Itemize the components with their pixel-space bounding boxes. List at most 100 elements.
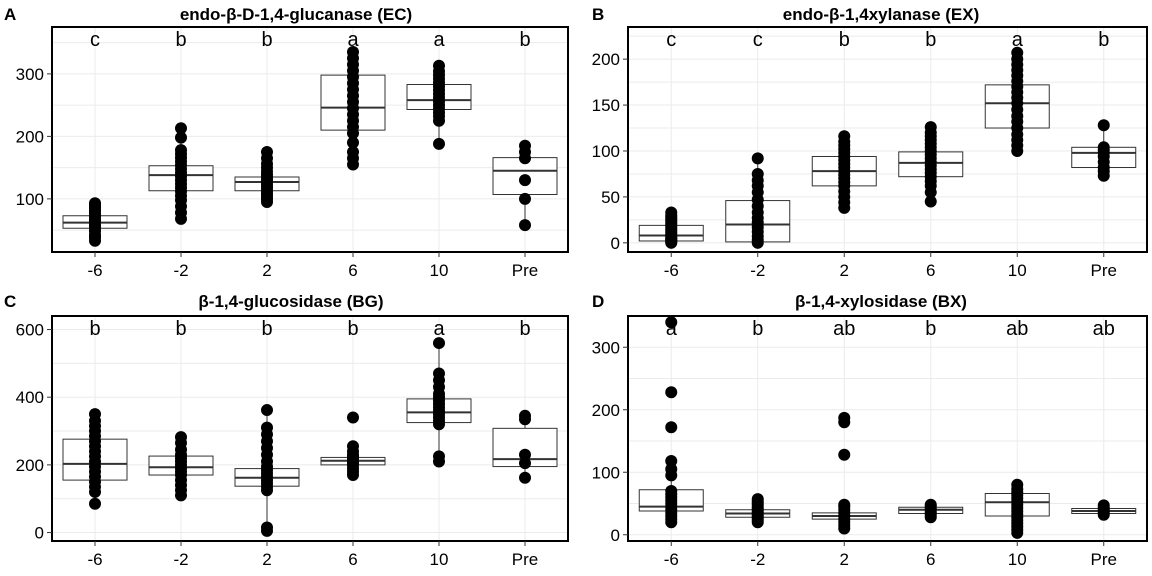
x-tick-label: Pre: [1091, 261, 1117, 280]
x-tick-label: 2: [840, 550, 849, 569]
data-point: [751, 152, 764, 165]
panel-letter: D: [592, 292, 604, 311]
x-tick-label: 10: [1008, 261, 1027, 280]
y-tick-label: 100: [16, 190, 44, 209]
data-point: [175, 131, 187, 144]
data-point: [924, 195, 937, 208]
y-tick-label: 300: [592, 338, 620, 357]
data-point: [347, 46, 359, 58]
y-tick-label: 200: [16, 127, 44, 146]
significance-letter: b: [175, 318, 186, 340]
significance-letter: b: [519, 29, 530, 51]
data-point: [1097, 499, 1110, 512]
data-point: [175, 431, 187, 444]
data-point: [665, 485, 678, 497]
y-tick-label: 0: [35, 524, 44, 543]
significance-letter: c: [666, 29, 676, 51]
y-tick-label: 300: [16, 65, 44, 84]
data-point: [89, 197, 101, 210]
y-tick-label: 200: [592, 50, 620, 69]
x-tick-label: -6: [664, 550, 679, 569]
panel-title: endo-β-D-1,4-glucanase (EC): [180, 5, 412, 24]
panel-title: β-1,4-glucosidase (BG): [198, 292, 383, 311]
significance-letter: a: [433, 318, 445, 340]
significance-letter: b: [925, 29, 936, 51]
panel-c: b b b b a b 0 200 400 600 -6 -2 2 6 10 Pre β-1,4-glucosi…: [4, 292, 569, 569]
y-tick-label: 200: [592, 401, 620, 420]
y-tick-label: 400: [16, 388, 44, 407]
y-tick-label: 0: [611, 234, 620, 253]
data-point: [665, 455, 678, 467]
panel-title: β-1,4-xylosidase (BX): [795, 292, 967, 311]
significance-letter: b: [1098, 29, 1109, 51]
data-point: [924, 498, 937, 511]
significance-letter: c: [90, 29, 100, 51]
data-point: [519, 457, 531, 470]
x-tick-label: Pre: [512, 261, 538, 280]
data-point: [838, 130, 851, 143]
data-point: [175, 144, 187, 157]
data-point: [89, 497, 101, 510]
data-point: [519, 174, 531, 187]
significance-letter: a: [347, 29, 359, 51]
significance-letter: b: [261, 29, 272, 51]
x-tick-label: Pre: [1091, 550, 1117, 569]
data-point: [519, 192, 531, 205]
data-point: [433, 337, 445, 350]
y-tick-label: 600: [16, 321, 44, 340]
x-tick-label: 2: [840, 261, 849, 280]
x-tick-label: 6: [926, 550, 935, 569]
y-tick-label: 200: [16, 456, 44, 475]
data-point: [665, 386, 678, 399]
significance-letter: c: [753, 29, 763, 51]
significance-letter: b: [347, 318, 358, 340]
data-point: [838, 411, 851, 424]
x-tick-label: 6: [926, 261, 935, 280]
data-point: [665, 206, 678, 219]
x-tick-label: 10: [1008, 550, 1027, 569]
x-tick-label: 10: [430, 261, 449, 280]
data-point: [261, 521, 273, 534]
data-point: [751, 167, 764, 180]
significance-letter: a: [666, 318, 678, 340]
panel-border: [51, 315, 569, 542]
data-point: [519, 471, 531, 484]
panel-title: endo-β-1,4xylanase (EX): [783, 5, 980, 24]
data-point: [347, 146, 359, 158]
significance-letter: ab: [1006, 318, 1028, 340]
data-point: [261, 404, 273, 417]
x-tick-label: -6: [87, 261, 102, 280]
significance-letter: a: [1012, 29, 1024, 51]
data-point: [519, 409, 531, 422]
y-tick-label: 100: [592, 142, 620, 161]
data-point: [347, 440, 359, 453]
significance-letter: b: [839, 29, 850, 51]
data-point: [261, 146, 273, 158]
data-point: [519, 139, 531, 152]
panel-letter: C: [4, 292, 16, 311]
x-tick-label: -6: [664, 261, 679, 280]
data-point: [1097, 119, 1110, 132]
data-point: [175, 122, 187, 135]
data-point: [665, 421, 678, 434]
panel-border: [627, 26, 1148, 253]
x-tick-label: -2: [750, 261, 765, 280]
data-point: [665, 316, 678, 329]
panel-letter: A: [4, 5, 16, 24]
data-point: [261, 421, 273, 434]
data-point: [347, 136, 359, 149]
data-point: [1097, 141, 1110, 154]
panel-border: [627, 315, 1148, 542]
data-point: [1011, 478, 1024, 491]
x-tick-label: -2: [173, 550, 188, 569]
data-point: [433, 367, 445, 380]
significance-letter: b: [752, 318, 763, 340]
significance-letter: b: [519, 318, 530, 340]
data-point: [838, 448, 851, 461]
x-tick-label: 10: [430, 550, 449, 569]
significance-letter: a: [433, 29, 445, 51]
y-tick-label: 0: [611, 526, 620, 545]
significance-letter: b: [925, 318, 936, 340]
data-point: [838, 498, 851, 511]
